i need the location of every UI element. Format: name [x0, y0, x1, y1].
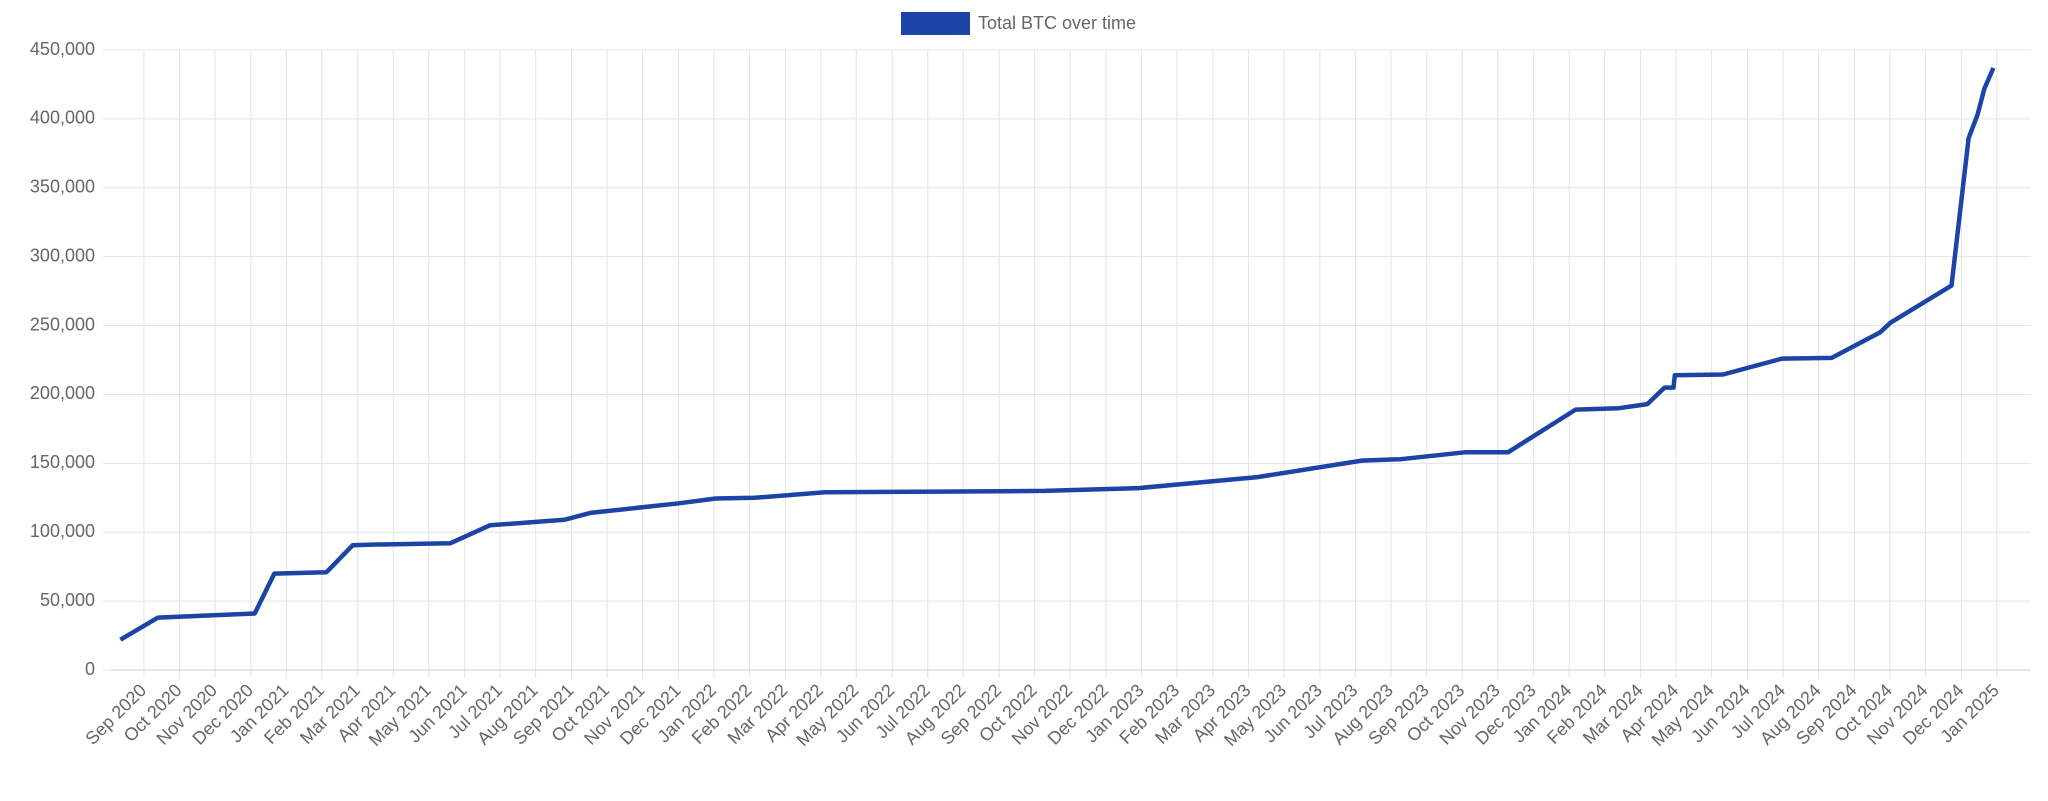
legend-label: Total BTC over time	[978, 13, 1136, 33]
legend-swatch	[901, 12, 970, 35]
y-tick-label: 350,000	[30, 177, 95, 197]
y-tick-label: 250,000	[30, 314, 95, 334]
y-tick-label: 400,000	[30, 108, 95, 128]
y-tick-label: 200,000	[30, 383, 95, 403]
line	[119, 67, 1996, 642]
y-tick-label: 450,000	[30, 39, 95, 59]
y-tick-label: 0	[85, 659, 95, 679]
y-tick-label: 300,000	[30, 245, 95, 265]
y-tick-label: 150,000	[30, 452, 95, 472]
y-tick-label: 100,000	[30, 521, 95, 541]
y-tick-label: 50,000	[40, 590, 95, 610]
